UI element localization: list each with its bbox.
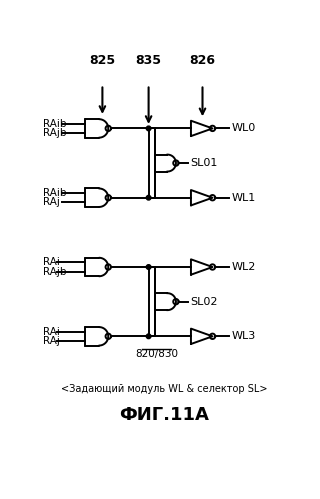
Text: WL2: WL2 — [231, 262, 256, 272]
Circle shape — [146, 126, 151, 131]
Text: WL3: WL3 — [231, 331, 256, 341]
Text: RAib: RAib — [43, 119, 67, 129]
Text: RAib: RAib — [43, 188, 67, 198]
Text: RAj: RAj — [43, 197, 60, 207]
Text: RAj: RAj — [43, 336, 60, 346]
Text: ФИГ.11А: ФИГ.11А — [119, 406, 209, 424]
Text: SL01: SL01 — [190, 158, 218, 168]
Text: RAi: RAi — [43, 257, 60, 267]
Text: 835: 835 — [136, 54, 162, 67]
Text: SL02: SL02 — [190, 297, 218, 307]
Text: RAjb: RAjb — [43, 128, 67, 138]
Circle shape — [146, 196, 151, 200]
Circle shape — [146, 264, 151, 269]
Circle shape — [146, 334, 151, 339]
Text: 820/830: 820/830 — [135, 349, 178, 359]
Text: 825: 825 — [89, 54, 116, 67]
Text: RAi: RAi — [43, 327, 60, 337]
Text: 826: 826 — [189, 54, 215, 67]
Text: WL1: WL1 — [231, 193, 256, 203]
Text: RAjb: RAjb — [43, 266, 67, 276]
Text: <Задающий модуль WL & селектор SL>: <Задающий модуль WL & селектор SL> — [61, 384, 267, 394]
Text: WL0: WL0 — [231, 123, 256, 133]
